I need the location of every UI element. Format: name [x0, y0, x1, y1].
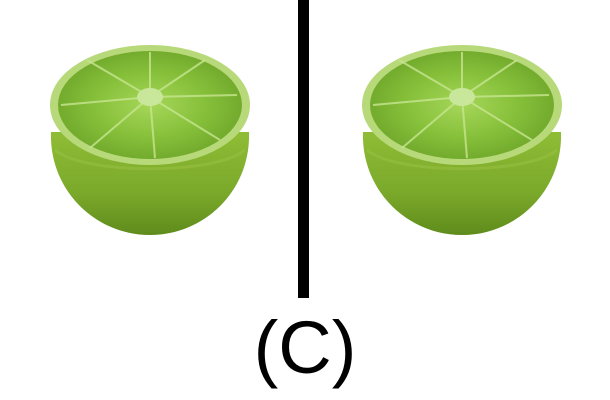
- right-image-panel: [310, 0, 610, 300]
- left-image-panel: [0, 0, 300, 300]
- lime-half-image: [360, 43, 564, 235]
- lime-half-image: [48, 43, 252, 235]
- vertical-divider: [298, 0, 309, 298]
- option-caption: (C): [253, 306, 357, 389]
